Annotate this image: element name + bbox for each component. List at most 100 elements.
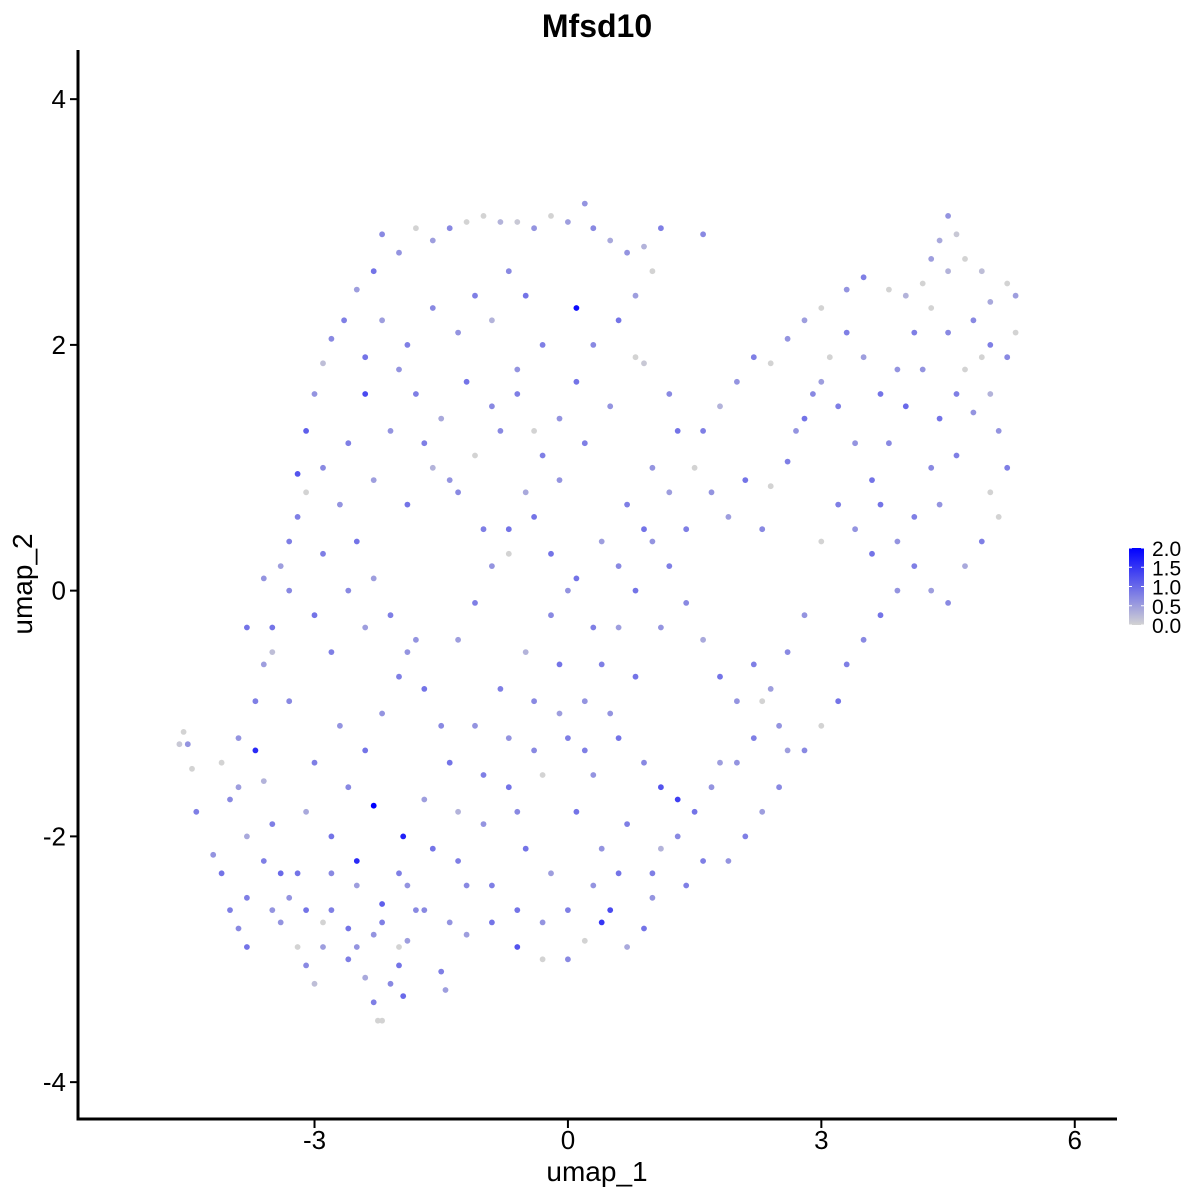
data-point (539, 919, 546, 926)
data-point (370, 575, 377, 582)
data-point (936, 237, 943, 244)
data-point (463, 378, 470, 385)
data-point (472, 292, 478, 299)
data-point (184, 741, 191, 748)
data-point (590, 225, 597, 232)
data-point (505, 735, 512, 741)
data-point (683, 882, 690, 889)
data-point (303, 962, 309, 969)
data-point (244, 833, 250, 840)
data-point (396, 870, 402, 877)
data-point (590, 342, 597, 348)
data-point (742, 477, 749, 483)
data-point (505, 550, 512, 557)
data-point (565, 956, 571, 963)
data-point (531, 698, 537, 705)
data-point (776, 784, 782, 791)
data-point (945, 600, 951, 606)
data-point (962, 563, 968, 569)
data-point (328, 833, 335, 840)
data-point (286, 894, 293, 901)
data-point (400, 993, 407, 999)
data-point (700, 858, 706, 864)
data-point (429, 237, 436, 244)
data-point (539, 342, 546, 348)
data-point (556, 661, 563, 668)
data-point (455, 808, 461, 815)
data-point (189, 765, 195, 772)
x-axis-ticks: -3 0 3 6 (303, 1120, 1082, 1155)
data-point (446, 759, 453, 766)
data-point (379, 901, 385, 907)
data-point (463, 931, 470, 938)
data-point (962, 256, 968, 262)
data-point (598, 845, 605, 852)
data-point (303, 489, 309, 496)
data-point (235, 925, 242, 932)
data-point (632, 292, 639, 299)
data-point (252, 747, 259, 754)
data-point (615, 624, 622, 631)
data-point (539, 956, 546, 963)
data-point (674, 833, 681, 840)
data-point (379, 231, 385, 238)
data-point (581, 937, 588, 944)
data-point (362, 391, 369, 397)
data-point (767, 483, 774, 490)
data-point (759, 698, 766, 705)
data-point (505, 526, 512, 533)
data-point (734, 759, 740, 766)
data-point (886, 440, 892, 447)
data-point (632, 673, 639, 680)
data-point (759, 526, 766, 533)
data-point (683, 526, 690, 533)
data-point (303, 907, 309, 913)
data-point (767, 360, 774, 367)
y-tick-label: 0 (52, 576, 66, 606)
data-point (463, 882, 470, 889)
data-point (962, 366, 968, 373)
data-point (362, 624, 369, 631)
data-point (497, 428, 504, 434)
data-point (244, 944, 250, 950)
data-point (472, 452, 478, 459)
colorbar-tick-label: 0.5 (1152, 596, 1181, 619)
data-point (598, 919, 605, 926)
data-point (320, 360, 326, 367)
colorbar-ticks: 2.01.51.00.50.0 (1129, 538, 1181, 638)
data-point (413, 636, 419, 643)
data-point (328, 335, 335, 342)
chart-title: Mfsd10 (542, 8, 652, 44)
data-point (945, 213, 951, 219)
data-point (446, 225, 453, 232)
data-point (886, 286, 892, 293)
data-point (641, 526, 647, 533)
data-point (320, 550, 326, 557)
data-point (860, 354, 867, 361)
data-point (978, 268, 985, 275)
data-point (311, 391, 318, 397)
data-point (446, 919, 453, 926)
data-point (801, 747, 808, 754)
data-point (277, 870, 284, 877)
data-point (658, 624, 664, 631)
data-point (413, 907, 419, 913)
data-point (455, 329, 461, 336)
colorbar-tick-label: 1.0 (1152, 577, 1181, 600)
data-point (303, 808, 309, 815)
data-point (852, 526, 858, 533)
data-point (235, 735, 242, 741)
data-point (438, 968, 445, 975)
data-point (396, 366, 402, 373)
data-point (928, 256, 935, 262)
data-point (615, 870, 622, 877)
data-point (370, 802, 377, 809)
data-point (658, 784, 664, 791)
data-point (244, 624, 250, 631)
data-point (370, 477, 377, 483)
data-point (303, 428, 309, 434)
data-point (396, 944, 402, 950)
data-point (522, 845, 529, 852)
data-point (522, 489, 529, 496)
data-point (438, 415, 445, 422)
